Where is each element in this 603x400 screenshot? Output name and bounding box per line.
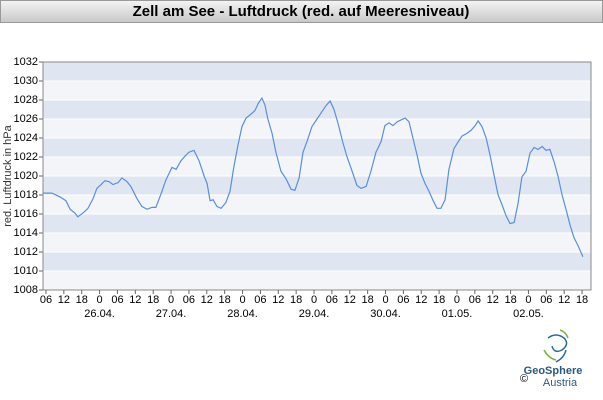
y-tick-label: 1014	[14, 227, 38, 239]
logo-sub: Austria	[543, 377, 578, 389]
y-tick-label: 1008	[14, 284, 38, 296]
date-label: 29.04.	[299, 308, 330, 320]
grid-band	[43, 233, 591, 252]
grid-band	[43, 271, 591, 290]
x-tick-label: 06	[254, 294, 266, 306]
x-tick-label: 06	[111, 294, 123, 306]
x-tick-label: 18	[362, 294, 374, 306]
y-axis-label: red. Luftdruck in hPa	[2, 124, 14, 226]
grid-band	[43, 138, 591, 157]
grid-band	[43, 195, 591, 214]
date-label: 01.05.	[442, 308, 473, 320]
x-tick-label: 12	[129, 294, 141, 306]
x-tick-label: 06	[469, 294, 481, 306]
grid-band	[43, 157, 591, 176]
x-tick-label: 18	[290, 294, 302, 306]
date-label: 02.05.	[513, 308, 544, 320]
x-tick-label: 06	[183, 294, 195, 306]
x-tick-label: 12	[58, 294, 70, 306]
x-tick-label: 06	[40, 294, 52, 306]
y-tick-label: 1024	[14, 132, 38, 144]
grid-band	[43, 176, 591, 195]
x-tick-label: 0	[311, 294, 317, 306]
y-tick-label: 1020	[14, 170, 38, 182]
x-tick-label: 12	[201, 294, 213, 306]
logo-icon	[543, 329, 569, 363]
y-tick-label: 1032	[14, 56, 38, 68]
grid-band	[43, 252, 591, 271]
date-label: 28.04.	[227, 308, 258, 320]
x-tick-label: 06	[326, 294, 338, 306]
x-tick-label: 06	[540, 294, 552, 306]
y-tick-label: 1030	[14, 75, 38, 87]
x-tick-label: 06	[397, 294, 409, 306]
grid-band	[43, 119, 591, 138]
x-tick-label: 0	[97, 294, 103, 306]
grid-band	[43, 100, 591, 119]
date-label: 27.04.	[156, 308, 187, 320]
copyright: ©	[520, 373, 528, 385]
y-tick-label: 1010	[14, 265, 38, 277]
x-tick-label: 18	[504, 294, 516, 306]
x-tick-label: 18	[147, 294, 159, 306]
plot-area: 1008 1010 1012 1014 1016 1018 1020 1022 1024 1026…	[14, 56, 592, 320]
grid-band	[43, 214, 591, 233]
x-tick-label: 12	[344, 294, 356, 306]
x-tick-label: 0	[454, 294, 460, 306]
y-tick-label: 1026	[14, 113, 38, 125]
x-tick-label: 18	[76, 294, 88, 306]
data-line	[43, 96, 584, 257]
date-label: 26.04.	[84, 308, 115, 320]
chart-title: Zell am See - Luftdruck (red. auf Meeres…	[133, 3, 470, 20]
y-tick-label: 1022	[14, 151, 38, 163]
plot-frame	[42, 61, 592, 291]
y-tick-label: 1016	[14, 208, 38, 220]
x-tick-label: 0	[239, 294, 245, 306]
x-tick-label: 12	[487, 294, 499, 306]
x-tick-label: 0	[382, 294, 388, 306]
y-tick-label: 1028	[14, 94, 38, 106]
x-tick-label: 12	[415, 294, 427, 306]
x-tick-label: 18	[576, 294, 588, 306]
x-tick-label: 18	[433, 294, 445, 306]
x-tick-label: 0	[525, 294, 531, 306]
date-label: 30.04.	[370, 308, 401, 320]
logo-name: GeoSphere	[524, 365, 583, 377]
y-tick-label: 1012	[14, 246, 38, 258]
y-tick-label: 1018	[14, 189, 38, 201]
x-tick-label: 12	[272, 294, 284, 306]
grid-band	[43, 81, 591, 100]
x-tick-label: 12	[558, 294, 570, 306]
x-tick-label: 0	[168, 294, 174, 306]
grid-band	[43, 62, 591, 81]
x-tick-label: 18	[219, 294, 231, 306]
